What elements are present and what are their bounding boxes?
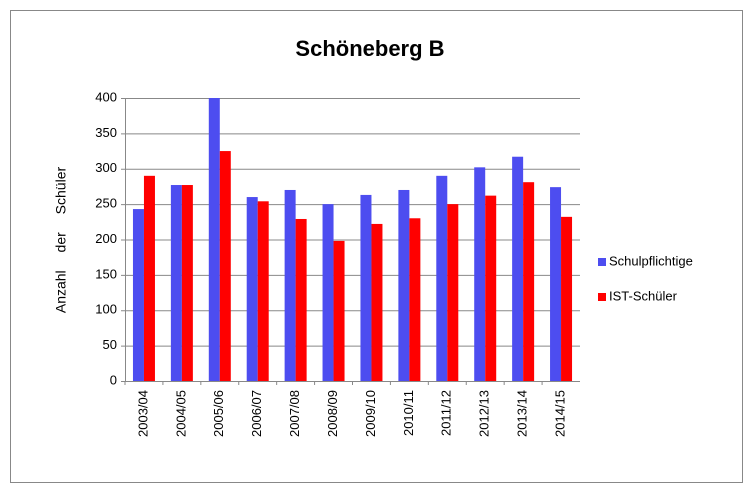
- x-tick-label: 2004/05: [173, 390, 188, 437]
- bar: [333, 240, 345, 381]
- x-tick-label: 2011/12: [439, 390, 454, 436]
- x-tick-label: 2013/14: [515, 390, 530, 437]
- bar: [170, 185, 182, 381]
- x-tick-label: 2006/07: [249, 390, 264, 437]
- bar: [295, 218, 307, 381]
- bar: [246, 197, 258, 381]
- y-tick-label: 300: [95, 160, 117, 175]
- bar: [284, 189, 296, 381]
- bar: [523, 182, 535, 381]
- y-tick-label: 350: [95, 125, 117, 140]
- y-tick-label: 50: [103, 337, 117, 352]
- legend-swatch: [598, 293, 606, 301]
- y-tick-label: 400: [95, 89, 117, 104]
- y-tick-label: 0: [110, 372, 117, 387]
- y-tick-label: 200: [95, 231, 117, 246]
- x-tick-label: 2008/09: [325, 390, 340, 437]
- legend-label: IST-Schüler: [609, 288, 678, 303]
- bar: [512, 156, 524, 381]
- legend-swatch: [598, 258, 606, 266]
- bar: [550, 187, 562, 381]
- bar: [360, 194, 372, 381]
- x-tick-label: 2003/04: [135, 390, 150, 437]
- bar: [257, 201, 269, 381]
- bar: [371, 223, 383, 381]
- bar: [398, 189, 410, 381]
- y-axis-label: Anzahl der Schüler: [53, 167, 69, 314]
- x-tick-label: 2007/08: [287, 390, 302, 437]
- x-tick-label: 2005/06: [211, 390, 226, 437]
- bar: [474, 167, 486, 381]
- bar: [447, 204, 459, 381]
- bar: [561, 216, 573, 381]
- chart-title: Schöneberg B: [295, 36, 444, 61]
- bar: [208, 98, 220, 381]
- x-tick-label: 2009/10: [363, 390, 378, 437]
- bar: [219, 151, 231, 381]
- bar: [436, 175, 448, 381]
- x-tick-label: 2012/13: [477, 390, 492, 437]
- bar: [485, 195, 497, 381]
- bar: [143, 175, 155, 381]
- bar: [322, 204, 334, 381]
- x-tick-label: 2014/15: [552, 390, 567, 437]
- y-tick-label: 150: [95, 266, 117, 281]
- y-tick-label: 100: [95, 302, 117, 317]
- bar: [409, 218, 421, 381]
- x-tick-label: 2010/11: [401, 390, 416, 436]
- bar: [181, 185, 193, 381]
- bar: [132, 209, 144, 381]
- y-tick-label: 250: [95, 196, 117, 211]
- legend-label: Schulpflichtige: [609, 253, 693, 268]
